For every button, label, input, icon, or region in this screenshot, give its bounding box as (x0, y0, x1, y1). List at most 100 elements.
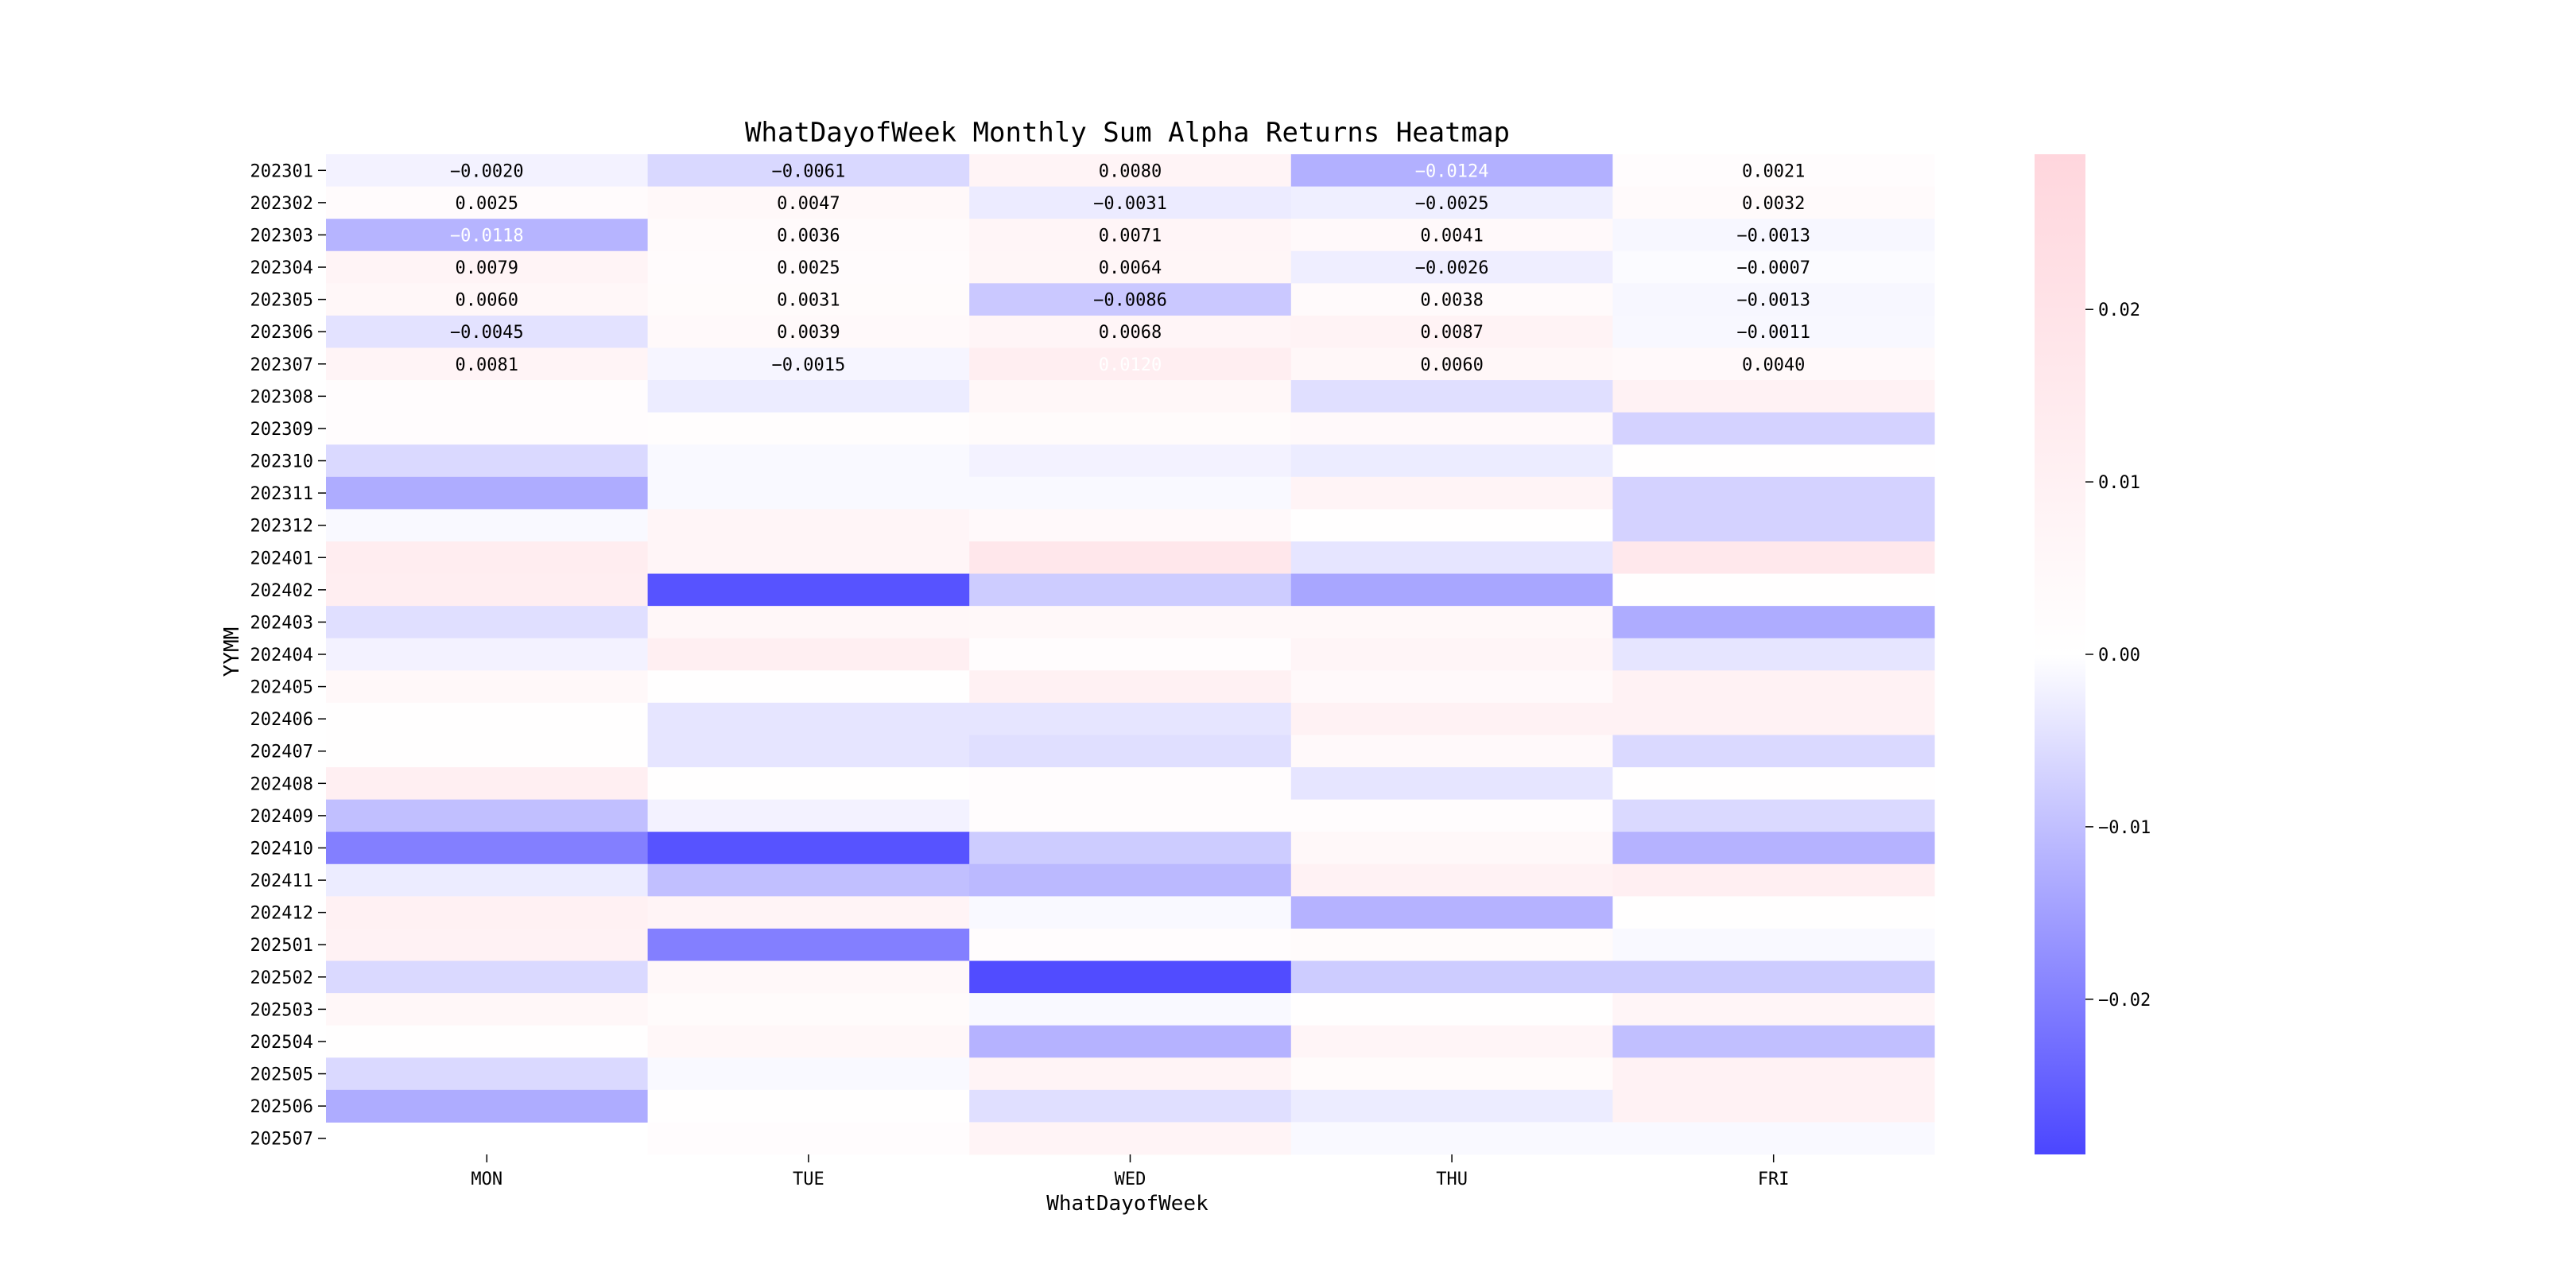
heatmap-cell (326, 347, 649, 381)
heatmap-cell (969, 799, 1292, 832)
y-tick-label: 202402 (250, 581, 313, 601)
heatmap-cell (326, 896, 649, 929)
y-tick-label: 202403 (250, 613, 313, 633)
heatmap-cell (1612, 606, 1935, 639)
heatmap-cell (326, 1089, 649, 1123)
heatmap-cell (326, 444, 649, 478)
heatmap-cell (1612, 444, 1935, 478)
heatmap-cell (969, 896, 1292, 929)
heatmap-cell (1290, 1122, 1613, 1155)
heatmap-cell (1612, 283, 1935, 316)
y-tick-label: 202412 (250, 904, 313, 924)
heatmap-cell (1612, 896, 1935, 929)
y-tick-label: 202406 (250, 710, 313, 730)
cell-annotation: 0.0032 (1742, 194, 1805, 214)
heatmap-cell (326, 250, 649, 284)
heatmap-cell (326, 960, 649, 994)
heatmap-cell (647, 1122, 970, 1155)
cell-annotation: 0.0060 (456, 291, 518, 311)
heatmap-cell (969, 832, 1292, 865)
heatmap-cell (1290, 1057, 1613, 1091)
heatmap-cell (1612, 1057, 1935, 1091)
heatmap-cell (326, 154, 649, 188)
heatmap-cell (326, 315, 649, 348)
heatmap-cell (647, 670, 970, 704)
heatmap-cell (647, 863, 970, 897)
heatmap-cell (1612, 670, 1935, 704)
heatmap-cell (1612, 928, 1935, 962)
heatmap-cell (647, 606, 970, 639)
cell-annotation: 0.0080 (1099, 161, 1162, 181)
heatmap-cell (647, 928, 970, 962)
heatmap-cell (969, 993, 1292, 1026)
colorbar (2035, 154, 2085, 1154)
heatmap-cell (1612, 573, 1935, 607)
heatmap-cell (969, 1089, 1292, 1123)
heatmap-cell (326, 1057, 649, 1091)
heatmap-cell (1290, 347, 1613, 381)
colorbar-tick-label: 0.00 (2098, 646, 2140, 665)
heatmap-cell (1290, 960, 1613, 994)
y-tick-label: 202410 (250, 839, 313, 859)
heatmap-cell (969, 250, 1292, 284)
y-tick-label: 202405 (250, 678, 313, 698)
cell-annotation: 0.0064 (1099, 258, 1162, 278)
x-tick-label: TUE (793, 1170, 824, 1189)
x-tick-label: FRI (1758, 1170, 1790, 1189)
heatmap-cell (647, 509, 970, 542)
heatmap-cell (969, 573, 1292, 607)
heatmap-cell (1290, 993, 1613, 1026)
heatmap-cell (969, 315, 1292, 348)
heatmap-cell (647, 347, 970, 381)
heatmap-cell (969, 380, 1292, 413)
heatmap-cell (326, 735, 649, 768)
heatmap-cell (1612, 476, 1935, 510)
heatmap-cell (1612, 799, 1935, 832)
heatmap-cell (647, 1057, 970, 1091)
heatmap-cell (969, 476, 1292, 510)
heatmap-cell (1612, 412, 1935, 445)
colorbar-tick-label: −0.02 (2098, 991, 2151, 1011)
heatmap-cell (1612, 638, 1935, 671)
y-tick-label: 202411 (250, 871, 313, 891)
cell-annotation: 0.0079 (456, 258, 518, 278)
heatmap-cell (326, 606, 649, 639)
cell-annotation: 0.0025 (777, 258, 840, 278)
cell-annotation: −0.0013 (1736, 226, 1810, 246)
cell-annotation: 0.0021 (1742, 161, 1805, 181)
heatmap-cell (969, 928, 1292, 962)
heatmap-cell (969, 702, 1292, 735)
heatmap-cell (1290, 250, 1613, 284)
y-tick-label: 202504 (250, 1033, 313, 1053)
y-tick-label: 202310 (250, 452, 313, 472)
y-tick-label: 202301 (250, 161, 313, 181)
y-tick-label: 202309 (250, 420, 313, 440)
heatmap-cell (1290, 702, 1613, 735)
y-axis-title: YYMM (220, 627, 244, 677)
cell-annotation: 0.0120 (1099, 355, 1162, 375)
heatmap-cell (1290, 154, 1613, 188)
heatmap-cell (969, 1025, 1292, 1058)
heatmap-cell (1612, 219, 1935, 252)
heatmap-cell (1290, 928, 1613, 962)
heatmap-cell (1612, 250, 1935, 284)
heatmap-cell (969, 638, 1292, 671)
cell-annotation: −0.0015 (772, 355, 846, 375)
heatmap-cell (1612, 541, 1935, 575)
cell-annotation: −0.0026 (1415, 258, 1489, 278)
cell-annotation: 0.0047 (777, 194, 840, 214)
heatmap-cell (1290, 799, 1613, 832)
heatmap-cell (647, 799, 970, 832)
heatmap-cell (647, 444, 970, 478)
heatmap-cell (969, 283, 1292, 316)
y-tick-label: 202505 (250, 1065, 313, 1085)
cell-annotation: 0.0060 (1420, 355, 1483, 375)
heatmap-cell (1290, 380, 1613, 413)
cell-annotation: −0.0045 (450, 323, 524, 343)
y-tick-label: 202401 (250, 549, 313, 568)
heatmap-cell (647, 960, 970, 994)
cell-annotation: −0.0118 (450, 226, 524, 246)
heatmap-cell (326, 638, 649, 671)
y-tick-label: 202506 (250, 1097, 313, 1117)
heatmap-cell (326, 767, 649, 801)
